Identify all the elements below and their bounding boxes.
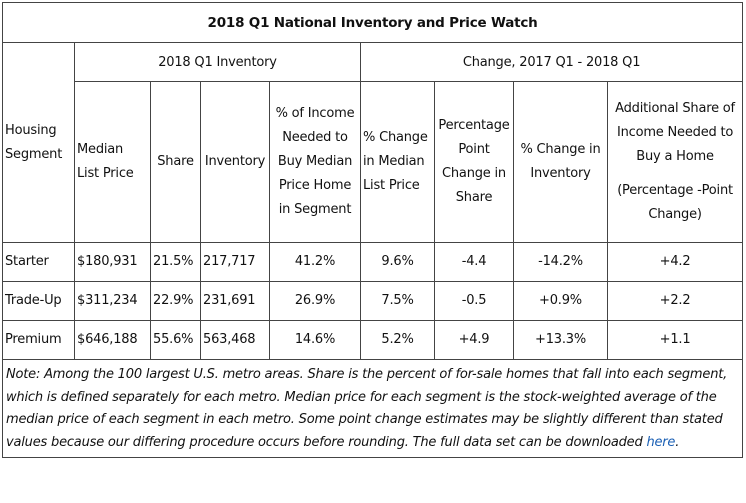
cell-inventory: 231,691	[200, 281, 270, 321]
header-pct-income: % of Income Needed to Buy Median Price H…	[269, 81, 361, 243]
cell-pp-change-share: -4.4	[434, 242, 514, 282]
header-pct-change-median: % Change in Median List Price	[360, 81, 435, 243]
cell-segment: Trade-Up	[2, 281, 75, 321]
table-row: Premium $646,188 55.6% 563,468 14.6% 5.2…	[2, 320, 744, 360]
cell-share: 55.6%	[150, 320, 201, 360]
cell-pct-income: 14.6%	[269, 320, 361, 360]
cell-pct-change-median: 5.2%	[360, 320, 435, 360]
cell-additional-share: +1.1	[606, 320, 744, 360]
header-share: Share	[150, 81, 201, 243]
cell-pp-change-share: +4.9	[434, 320, 514, 360]
header-pct-change-inventory: % Change in Inventory	[513, 81, 608, 243]
cell-median-list-price: $646,188	[74, 320, 151, 360]
cell-pct-change-inventory: -14.2%	[513, 242, 608, 282]
header-additional-share: Additional Share of Income Needed to Buy…	[606, 81, 744, 243]
cell-inventory: 217,717	[200, 242, 270, 282]
note-end: .	[675, 434, 680, 450]
cell-pct-change-median: 9.6%	[360, 242, 435, 282]
cell-pct-change-inventory: +0.9%	[513, 281, 608, 321]
header-inventory: Inventory	[200, 81, 270, 243]
cell-share: 22.9%	[150, 281, 201, 321]
cell-pct-income: 41.2%	[269, 242, 361, 282]
cell-median-list-price: $311,234	[74, 281, 151, 321]
inventory-price-table: 2018 Q1 National Inventory and Price Wat…	[1, 2, 744, 458]
download-link[interactable]: here	[646, 434, 676, 450]
header-pp-change-share: Percentage Point Change in Share	[434, 81, 514, 243]
group-header-change: Change, 2017 Q1 - 2018 Q1	[359, 42, 744, 82]
cell-pp-change-share: -0.5	[434, 281, 514, 321]
table-note: Note: Among the 100 largest U.S. metro a…	[1, 359, 744, 458]
header-median-list-price: Median List Price	[74, 81, 151, 243]
cell-pct-change-median: 7.5%	[360, 281, 435, 321]
table-title: 2018 Q1 National Inventory and Price Wat…	[1, 2, 744, 43]
cell-pct-change-inventory: +13.3%	[513, 320, 608, 360]
header-housing-segment: Housing Segment	[2, 42, 75, 243]
cell-additional-share: +2.2	[606, 281, 744, 321]
cell-median-list-price: $180,931	[74, 242, 151, 282]
table-row: Trade-Up $311,234 22.9% 231,691 26.9% 7.…	[2, 281, 744, 321]
table-row: Starter $180,931 21.5% 217,717 41.2% 9.6…	[2, 242, 744, 282]
cell-inventory: 563,468	[200, 320, 270, 360]
cell-segment: Premium	[2, 320, 75, 360]
header-additional-share-line1: Additional Share of Income Needed to Buy…	[615, 101, 735, 164]
cell-share: 21.5%	[150, 242, 201, 282]
header-additional-share-line2: (Percentage -Point Change)	[617, 183, 733, 222]
cell-pct-income: 26.9%	[269, 281, 361, 321]
cell-additional-share: +4.2	[606, 242, 744, 282]
group-header-inventory: 2018 Q1 Inventory	[74, 42, 361, 82]
note-text: Note: Among the 100 largest U.S. metro a…	[6, 367, 728, 450]
cell-segment: Starter	[2, 242, 75, 282]
